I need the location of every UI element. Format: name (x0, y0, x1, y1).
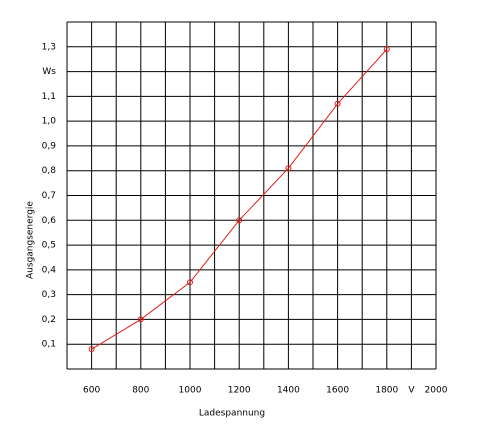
y-tick-label: 0,8 (42, 166, 57, 176)
data-point (334, 100, 341, 107)
x-tick-label: 1600 (326, 386, 349, 396)
x-unit-label: V (408, 386, 415, 396)
x-tick-label: 2000 (425, 386, 448, 396)
x-tick-label: 1800 (375, 386, 398, 396)
y-tick-label: 1,0 (42, 117, 57, 127)
data-line (91, 48, 388, 350)
y-tick-label: 0,2 (42, 315, 56, 325)
y-tick-label: 0,3 (42, 290, 56, 300)
data-point (187, 279, 193, 286)
y-tick-label: 1,3 (42, 42, 56, 52)
y-tick-label: 0,1 (42, 340, 56, 350)
y-tick-label: 0,4 (42, 265, 57, 275)
data-point (383, 46, 390, 53)
x-tick-label: 1000 (179, 386, 202, 396)
x-tick-label: 600 (83, 386, 100, 396)
y-tick-label: Ws (42, 67, 56, 77)
y-tick-label: 1,1 (42, 92, 56, 102)
y-tick-label: 0,5 (42, 241, 56, 251)
x-axis-title: Ladespannung (199, 409, 265, 419)
data-point (88, 346, 95, 353)
data-point (236, 217, 243, 224)
x-tick-label: 800 (132, 386, 149, 396)
data-point (285, 165, 292, 172)
data-point (137, 316, 144, 323)
x-tick-label: 1200 (228, 386, 251, 396)
y-tick-label: 0,9 (42, 141, 57, 151)
x-tick-label: 1400 (277, 386, 300, 396)
y-tick-label: 0,6 (42, 216, 57, 226)
y-axis-title: Ausgangsenergie (26, 201, 36, 279)
y-tick-label: 0,7 (42, 191, 56, 201)
